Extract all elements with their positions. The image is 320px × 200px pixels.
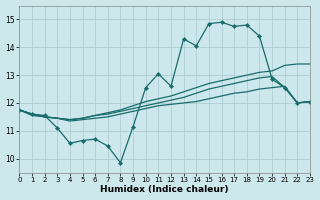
X-axis label: Humidex (Indice chaleur): Humidex (Indice chaleur) [100,185,229,194]
